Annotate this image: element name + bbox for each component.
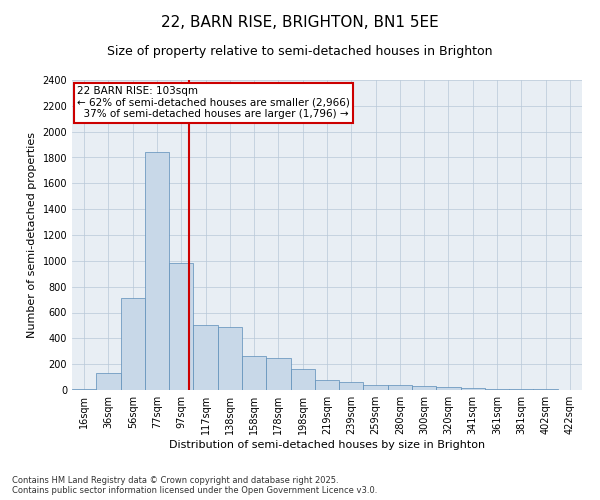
Text: 22 BARN RISE: 103sqm
← 62% of semi-detached houses are smaller (2,966)
  37% of : 22 BARN RISE: 103sqm ← 62% of semi-detac… — [77, 86, 350, 120]
Bar — [461, 388, 485, 390]
Bar — [72, 388, 96, 390]
Bar — [193, 326, 218, 390]
Bar — [315, 380, 339, 390]
Bar — [96, 373, 121, 390]
X-axis label: Distribution of semi-detached houses by size in Brighton: Distribution of semi-detached houses by … — [169, 440, 485, 450]
Bar — [242, 356, 266, 390]
Text: Size of property relative to semi-detached houses in Brighton: Size of property relative to semi-detach… — [107, 45, 493, 58]
Bar — [218, 326, 242, 390]
Bar — [339, 382, 364, 390]
Bar — [412, 386, 436, 390]
Bar — [169, 264, 193, 390]
Y-axis label: Number of semi-detached properties: Number of semi-detached properties — [27, 132, 37, 338]
Bar — [121, 298, 145, 390]
Bar — [388, 386, 412, 390]
Bar — [364, 385, 388, 390]
Bar — [145, 152, 169, 390]
Bar — [485, 388, 509, 390]
Bar — [290, 368, 315, 390]
Bar — [509, 389, 533, 390]
Text: 22, BARN RISE, BRIGHTON, BN1 5EE: 22, BARN RISE, BRIGHTON, BN1 5EE — [161, 15, 439, 30]
Text: Contains HM Land Registry data © Crown copyright and database right 2025.
Contai: Contains HM Land Registry data © Crown c… — [12, 476, 377, 495]
Bar — [266, 358, 290, 390]
Bar — [436, 388, 461, 390]
